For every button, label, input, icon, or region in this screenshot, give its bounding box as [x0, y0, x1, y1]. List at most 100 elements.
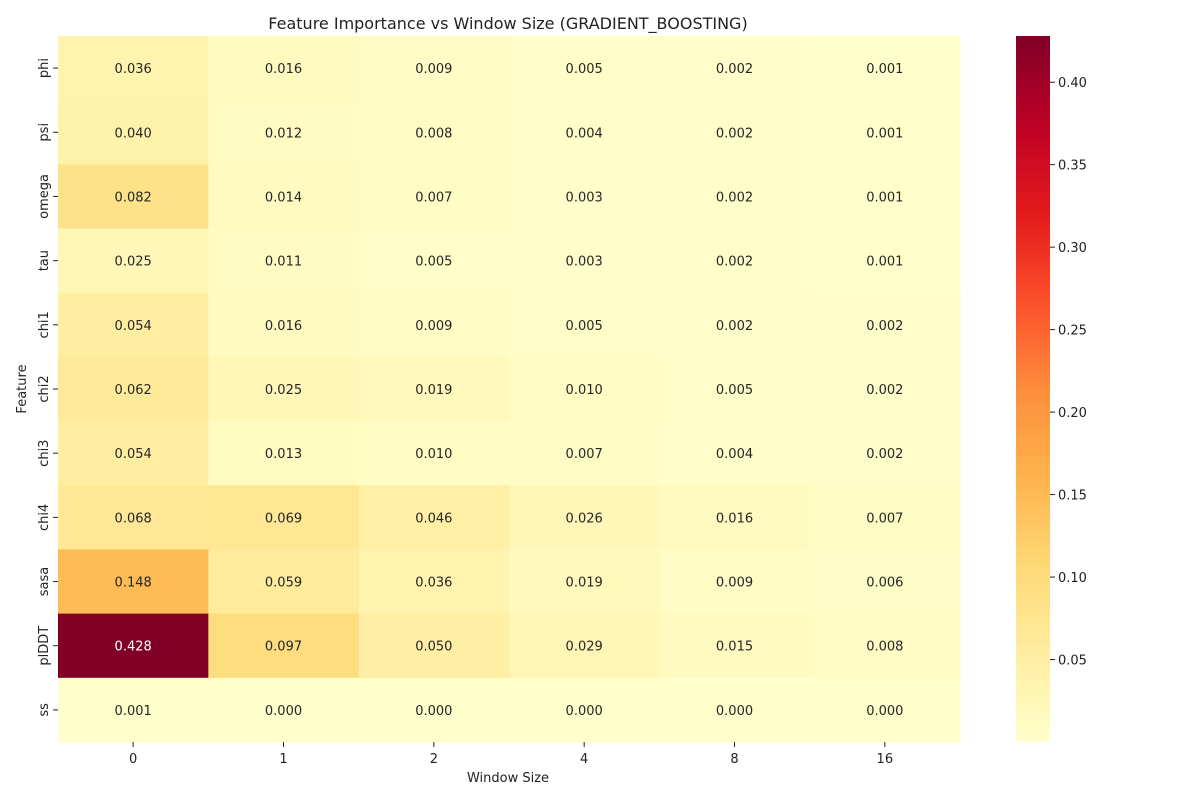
cell-value-label: 0.001 — [115, 704, 152, 719]
y-tick-label: ss — [37, 703, 52, 717]
cell-value-label: 0.062 — [115, 383, 152, 398]
heatmap-cell — [208, 164, 360, 230]
cell-value-label: 0.148 — [115, 576, 152, 591]
heatmap-cell — [659, 421, 811, 486]
colorbar-tick-label: 0.05 — [1058, 654, 1087, 669]
heatmap-cell — [358, 100, 510, 165]
x-axis-label: Window Size — [467, 771, 549, 786]
cell-value-label: 0.000 — [265, 704, 302, 719]
heatmap-cell — [809, 356, 961, 422]
chart-title: Feature Importance vs Window Size (GRADI… — [268, 14, 747, 34]
heatmap-cell — [208, 356, 360, 422]
heatmap-cell — [58, 100, 209, 165]
heatmap-cell — [58, 36, 209, 101]
cell-value-label: 0.004 — [566, 126, 603, 141]
heatmap-cell — [659, 36, 811, 101]
cell-value-label: 0.006 — [866, 576, 903, 591]
cell-value-label: 0.013 — [265, 447, 302, 462]
heatmap-cell — [809, 421, 961, 486]
cell-value-label: 0.025 — [115, 255, 152, 270]
cell-value-label: 0.002 — [716, 190, 753, 205]
heatmap-cell — [208, 228, 360, 294]
cell-value-label: 0.005 — [566, 62, 603, 77]
cell-value-label: 0.000 — [566, 704, 603, 719]
heatmap-cell — [58, 356, 209, 422]
cell-value-label: 0.428 — [115, 640, 152, 655]
y-tick-label: chi4 — [37, 504, 52, 531]
cell-value-label: 0.004 — [716, 447, 753, 462]
heatmap-cell — [659, 292, 811, 358]
cell-value-label: 0.002 — [716, 126, 753, 141]
heatmap-cell — [208, 677, 360, 743]
heatmap-cell — [358, 549, 510, 615]
cell-value-label: 0.082 — [115, 190, 152, 205]
heatmap-cell — [809, 100, 961, 165]
cell-value-label: 0.002 — [866, 447, 903, 462]
heatmap-cell — [358, 677, 510, 743]
cell-value-label: 0.008 — [415, 126, 452, 141]
cell-value-label: 0.097 — [265, 640, 302, 655]
cell-value-label: 0.001 — [866, 255, 903, 270]
y-axis-label: Feature — [15, 364, 30, 413]
heatmap-cell — [659, 613, 811, 679]
y-axis: phi psi omega tau chi1 chi2 chi3 chi4 sasa plDDT s… — [37, 58, 58, 717]
cell-value-label: 0.009 — [716, 576, 753, 591]
heatmap-cell — [58, 164, 209, 230]
heatmap-cell — [809, 164, 961, 230]
heatmap-cell — [659, 164, 811, 230]
y-tick-label: chi1 — [37, 311, 52, 338]
cell-value-label: 0.008 — [866, 640, 903, 655]
heatmap-cell — [358, 485, 510, 550]
cell-value-label: 0.054 — [115, 447, 152, 462]
cell-value-label: 0.009 — [415, 62, 452, 77]
colorbar-tick-label: 0.10 — [1058, 571, 1087, 586]
cell-value-label: 0.036 — [115, 62, 152, 77]
x-tick-label: 8 — [730, 752, 738, 767]
heatmap-cell — [58, 549, 209, 615]
heatmap-cell — [809, 36, 961, 101]
heatmap-cell — [809, 228, 961, 294]
y-tick-label: psi — [37, 123, 52, 142]
cell-value-label: 0.002 — [716, 255, 753, 270]
heatmap-cell — [58, 677, 209, 743]
heatmap-cell — [58, 485, 209, 550]
cell-value-label: 0.001 — [866, 62, 903, 77]
cell-value-label: 0.007 — [566, 447, 603, 462]
heatmap-cell — [208, 613, 360, 679]
heatmap-cell — [659, 100, 811, 165]
heatmap-cell — [659, 228, 811, 294]
heatmap-cell — [358, 164, 510, 230]
heatmap-cell — [509, 228, 660, 294]
cell-value-label: 0.026 — [566, 511, 603, 526]
colorbar-gradient — [1016, 36, 1050, 742]
heatmap-cell — [509, 164, 660, 230]
heatmap-cell — [358, 36, 510, 101]
cell-value-label: 0.025 — [265, 383, 302, 398]
colorbar-tick-label: 0.20 — [1058, 406, 1087, 421]
x-tick-label: 2 — [430, 752, 438, 767]
cell-value-label: 0.011 — [265, 255, 302, 270]
heatmap-cell — [358, 356, 510, 422]
cell-value-label: 0.010 — [415, 447, 452, 462]
heatmap-cell — [208, 549, 360, 615]
heatmap-cell — [358, 421, 510, 486]
heatmap-cells — [58, 36, 961, 743]
heatmap-cell — [358, 292, 510, 358]
cell-value-label: 0.016 — [716, 511, 753, 526]
cell-value-label: 0.001 — [866, 190, 903, 205]
cell-value-label: 0.007 — [866, 511, 903, 526]
y-tick-label: chi2 — [37, 375, 52, 402]
x-tick-label: 0 — [129, 752, 137, 767]
heatmap-cell — [509, 100, 660, 165]
y-tick-label: sasa — [37, 567, 52, 596]
heatmap-cell — [58, 421, 209, 486]
cell-value-label: 0.005 — [716, 383, 753, 398]
y-tick-label: plDDT — [37, 626, 52, 666]
cell-value-label: 0.050 — [415, 640, 452, 655]
colorbar: 0.05 0.10 0.15 0.20 0.25 0.30 0.35 0.40 — [1016, 36, 1087, 742]
cell-value-label: 0.009 — [415, 319, 452, 334]
x-axis: 0 1 2 4 8 16 — [129, 742, 893, 767]
colorbar-tick-label: 0.15 — [1058, 489, 1087, 504]
heatmap-cell — [659, 485, 811, 550]
